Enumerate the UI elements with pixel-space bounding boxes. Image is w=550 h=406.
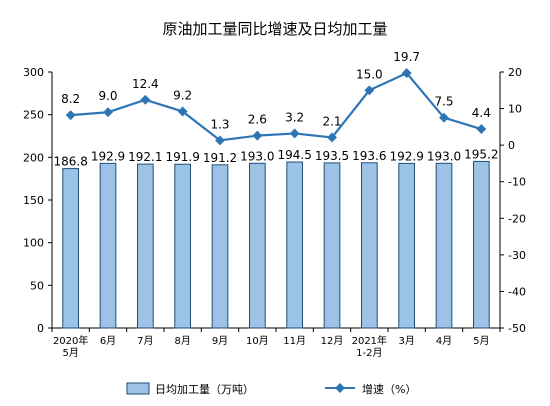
bar-value-label: 191.2 bbox=[203, 151, 237, 165]
x-tick-label: 4月 bbox=[436, 335, 452, 347]
growth-point bbox=[252, 130, 263, 141]
growth-value-label: 7.5 bbox=[434, 95, 453, 109]
bar-value-label: 192.9 bbox=[91, 149, 125, 163]
x-tick-label: 2020年 bbox=[53, 334, 88, 347]
growth-value-label: 12.4 bbox=[132, 77, 159, 91]
x-tick-label: 1-2月 bbox=[356, 347, 382, 359]
bar bbox=[286, 161, 304, 329]
y-right-tick-label: 20 bbox=[508, 66, 522, 79]
legend-bar-swatch bbox=[126, 382, 150, 395]
bar bbox=[62, 168, 80, 329]
y-left-tick-label: 0 bbox=[37, 322, 44, 335]
bar-value-label: 186.8 bbox=[53, 155, 87, 169]
bar-value-label: 195.2 bbox=[464, 147, 498, 161]
y-left-tick-label: 200 bbox=[23, 151, 44, 164]
y-left-tick-label: 300 bbox=[23, 66, 44, 79]
x-tick-label: 11月 bbox=[283, 335, 306, 347]
y-left-tick-label: 150 bbox=[23, 194, 44, 207]
growth-value-label: 15.0 bbox=[356, 67, 383, 81]
legend-line-label: 增速（%） bbox=[362, 382, 416, 396]
x-tick-label: 6月 bbox=[100, 335, 116, 347]
growth-line bbox=[70, 71, 482, 142]
growth-point bbox=[289, 128, 300, 139]
y-left-tick-label: 250 bbox=[23, 109, 44, 122]
bar-value-label: 191.9 bbox=[165, 150, 199, 164]
growth-point bbox=[65, 110, 76, 121]
plot-area: 050100150200250300-50-40-30-20-100102020… bbox=[23, 50, 526, 359]
x-tick-label: 7月 bbox=[137, 335, 153, 347]
x-tick-label: 10月 bbox=[246, 335, 269, 347]
bar-value-label: 192.1 bbox=[128, 150, 162, 164]
x-tick-label: 2021年 bbox=[352, 334, 387, 347]
growth-value-label: 4.4 bbox=[472, 106, 491, 120]
y-right-tick-label: -10 bbox=[508, 176, 526, 189]
bar bbox=[248, 162, 266, 329]
y-left-tick-label: 100 bbox=[23, 237, 44, 250]
bar-value-label: 193.0 bbox=[427, 149, 461, 163]
y-left-tick-label: 50 bbox=[30, 279, 44, 292]
y-right-tick-label: -30 bbox=[508, 249, 526, 262]
bar bbox=[211, 164, 229, 329]
bar bbox=[360, 162, 378, 329]
bar-value-label: 193.6 bbox=[352, 149, 386, 163]
growth-value-label: 2.6 bbox=[248, 113, 267, 127]
x-tick-label: 5月 bbox=[62, 347, 78, 359]
growth-point bbox=[177, 106, 188, 117]
bar-value-label: 194.5 bbox=[277, 148, 311, 162]
growth-point bbox=[327, 132, 337, 143]
bar-value-label: 193.0 bbox=[240, 149, 274, 163]
y-right-tick-label: -40 bbox=[508, 285, 526, 298]
legend: 日均加工量（万吨） 增速（%） bbox=[126, 382, 416, 396]
y-right-tick-label: 0 bbox=[508, 139, 515, 152]
bar bbox=[398, 162, 416, 329]
growth-point bbox=[103, 107, 113, 118]
y-right-tick-label: -20 bbox=[508, 212, 526, 225]
legend-line-marker bbox=[335, 383, 345, 393]
growth-value-label: 3.2 bbox=[285, 110, 304, 124]
bar bbox=[174, 163, 192, 329]
bar bbox=[136, 163, 154, 329]
growth-value-label: 9.2 bbox=[173, 88, 192, 102]
bar bbox=[99, 162, 117, 329]
chart-title: 原油加工量同比增速及日均加工量 bbox=[162, 20, 387, 38]
growth-value-label: 2.1 bbox=[322, 114, 341, 128]
growth-value-label: 1.3 bbox=[210, 117, 229, 131]
x-tick-label: 12月 bbox=[321, 335, 344, 347]
bar bbox=[323, 162, 341, 329]
x-tick-label: 5月 bbox=[473, 335, 489, 347]
y-right-tick-label: -50 bbox=[508, 322, 526, 335]
growth-point bbox=[140, 94, 151, 105]
bar-value-label: 192.9 bbox=[389, 149, 423, 163]
growth-point bbox=[476, 124, 487, 135]
bar-value-label: 193.5 bbox=[315, 149, 349, 163]
bar bbox=[435, 162, 453, 329]
x-tick-label: 3月 bbox=[398, 335, 414, 347]
x-tick-label: 9月 bbox=[212, 335, 228, 347]
growth-point bbox=[215, 135, 225, 146]
growth-value-label: 8.2 bbox=[61, 92, 80, 106]
y-right-tick-label: 10 bbox=[508, 103, 522, 116]
x-tick-label: 8月 bbox=[174, 335, 190, 347]
growth-value-label: 9.0 bbox=[98, 89, 117, 103]
growth-value-label: 19.7 bbox=[393, 50, 420, 64]
bar bbox=[472, 160, 490, 329]
legend-bar-label: 日均加工量（万吨） bbox=[155, 383, 254, 396]
